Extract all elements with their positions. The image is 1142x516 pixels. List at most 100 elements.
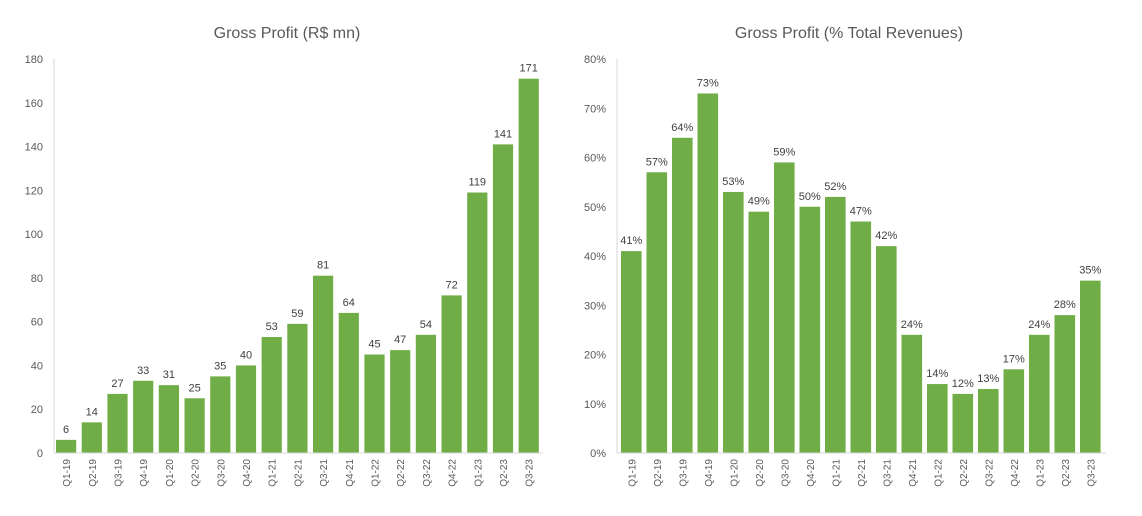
right-data-label: 12% — [952, 378, 974, 390]
left-data-label: 6 — [63, 424, 69, 436]
right-category-label: Q1-20 — [729, 459, 740, 487]
left-bar-q2-22 — [390, 350, 411, 453]
right-data-label: 73% — [697, 77, 719, 89]
left-y-tick-label: 40 — [31, 360, 43, 372]
right-bar-q2-19 — [646, 172, 668, 453]
left-category-label: Q4-22 — [448, 459, 459, 487]
left-bar-q4-20 — [235, 365, 257, 453]
right-category-label: Q3-21 — [882, 459, 893, 487]
left-bar-q3-22 — [415, 334, 436, 453]
right-category-label: Q2-19 — [653, 459, 664, 487]
left-data-label: 33 — [137, 365, 149, 377]
right-y-tick-label: 40% — [584, 251, 606, 263]
left-bar-q3-23 — [518, 78, 539, 453]
left-y-tick-label: 100 — [25, 229, 43, 241]
right-chart-title: Gross Profit (% Total Revenues) — [735, 25, 963, 42]
left-category-label: Q2-21 — [293, 459, 304, 487]
left-data-label: 25 — [188, 382, 200, 394]
right-data-label: 13% — [977, 373, 999, 385]
left-chart: Gross Profit (R$ mn) 0 20 40 60 80 100 120 140 16… — [25, 25, 543, 487]
right-data-label: 35% — [1079, 265, 1101, 277]
right-bar-q2-21 — [850, 221, 872, 453]
left-bar-q3-20 — [210, 376, 231, 453]
right-bar-q3-20 — [774, 162, 795, 454]
right-category-label: Q2-20 — [755, 459, 766, 487]
right-bar-q2-23 — [1054, 315, 1076, 453]
right-bar-q4-21 — [901, 334, 923, 453]
left-bar-q4-22 — [441, 295, 462, 453]
right-bar-q4-19 — [697, 93, 719, 453]
right-category-label: Q4-21 — [908, 459, 919, 487]
right-data-label: 53% — [722, 176, 744, 188]
right-bar-q1-22 — [927, 384, 948, 453]
right-category-label: Q1-21 — [831, 459, 842, 487]
right-y-tick-label: 80% — [584, 54, 606, 66]
left-bar-q4-19 — [133, 380, 154, 453]
right-data-label: 57% — [646, 156, 668, 168]
right-bar-q2-22 — [952, 393, 974, 453]
left-y-tick-label: 180 — [25, 54, 43, 66]
left-category-label: Q1-23 — [473, 459, 484, 487]
right-bar-q4-22 — [1003, 369, 1025, 453]
left-y-tick-label: 60 — [31, 317, 43, 329]
right-bar-q1-23 — [1029, 334, 1050, 453]
right-bar-q1-21 — [825, 196, 846, 453]
right-category-label: Q2-23 — [1061, 459, 1072, 487]
left-category-label: Q4-20 — [242, 459, 253, 487]
right-bar-q3-22 — [978, 388, 999, 453]
right-bar-q2-20 — [748, 211, 770, 453]
right-data-label: 52% — [824, 181, 846, 193]
right-category-label: Q4-19 — [704, 459, 715, 487]
right-y-tick-label: 20% — [584, 350, 606, 362]
right-category-label: Q1-23 — [1035, 459, 1046, 487]
right-y-tick-label: 60% — [584, 153, 606, 165]
left-category-label: Q3-23 — [525, 459, 536, 487]
right-category-label: Q2-21 — [857, 459, 868, 487]
right-bar-q1-19 — [621, 251, 642, 453]
left-category-label: Q2-19 — [88, 459, 99, 487]
left-y-tick-label: 20 — [31, 404, 43, 416]
left-data-label: 141 — [494, 128, 512, 140]
right-data-label: 50% — [799, 191, 821, 203]
left-bar-q2-21 — [287, 323, 308, 453]
right-y-tick-label: 10% — [584, 399, 606, 411]
left-category-label: Q1-22 — [371, 459, 382, 487]
left-category-label: Q1-21 — [268, 459, 279, 487]
right-data-label: 64% — [671, 122, 693, 134]
left-bar-q1-21 — [261, 336, 282, 453]
right-data-label: 24% — [1028, 319, 1050, 331]
right-category-label: Q3-19 — [678, 459, 689, 487]
right-category-label: Q2-22 — [959, 459, 970, 487]
right-y-tick-label: 0% — [590, 448, 606, 460]
left-bar-q1-20 — [158, 385, 179, 453]
left-y-tick-label: 140 — [25, 142, 43, 154]
left-chart-title: Gross Profit (R$ mn) — [214, 25, 361, 42]
right-data-label: 14% — [926, 368, 948, 380]
right-data-label: 49% — [748, 196, 770, 208]
left-bar-q2-19 — [81, 422, 102, 453]
left-data-label: 31 — [163, 369, 175, 381]
right-data-label: 59% — [773, 146, 795, 158]
left-bar-q3-21 — [313, 275, 334, 453]
left-category-label: Q2-20 — [191, 459, 202, 487]
left-bar-q1-23 — [467, 192, 488, 453]
left-category-label: Q4-19 — [139, 459, 150, 487]
left-data-label: 171 — [520, 63, 538, 75]
left-data-label: 53 — [266, 321, 278, 333]
left-data-label: 35 — [214, 360, 226, 372]
left-data-label: 47 — [394, 334, 406, 346]
left-category-label: Q3-20 — [216, 459, 227, 487]
right-chart: Gross Profit (% Total Revenues) 0% 10% 20% 3… — [584, 25, 1106, 487]
left-bar-q1-19 — [56, 439, 77, 453]
right-data-label: 17% — [1003, 353, 1025, 365]
right-data-label: 42% — [875, 230, 897, 242]
right-y-tick-label: 30% — [584, 300, 606, 312]
right-data-label: 28% — [1054, 299, 1076, 311]
left-data-label: 27 — [111, 378, 123, 390]
left-category-label: Q4-21 — [345, 459, 356, 487]
left-category-label: Q3-21 — [319, 459, 330, 487]
right-category-label: Q1-19 — [627, 459, 638, 487]
right-category-label: Q3-23 — [1086, 459, 1097, 487]
